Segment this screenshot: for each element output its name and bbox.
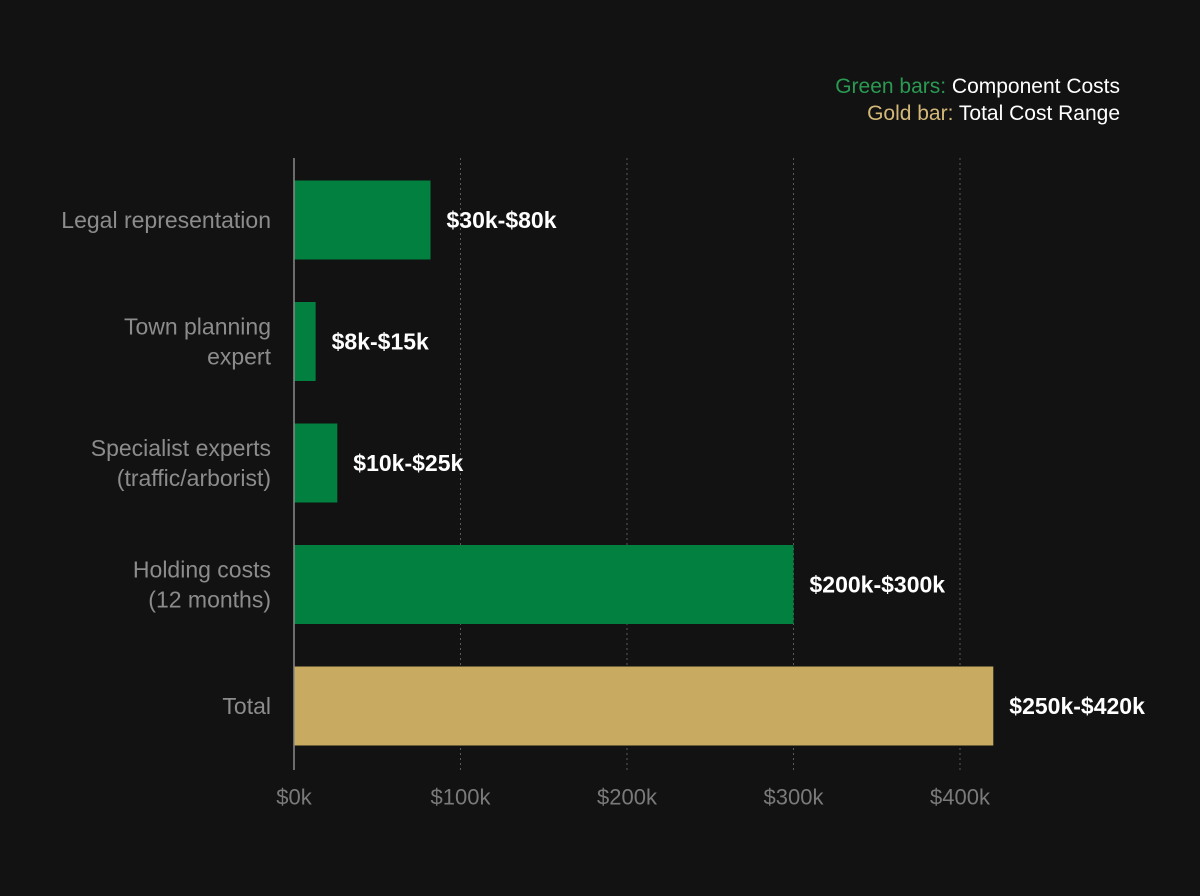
legend: Green bars: Component Costs Gold bar: To… bbox=[835, 73, 1120, 127]
legend-gold-key: Gold bar: bbox=[867, 102, 954, 125]
category-label-line: Town planning bbox=[124, 314, 271, 340]
component-bar bbox=[294, 423, 338, 503]
x-tick-label: $0k bbox=[276, 785, 312, 810]
category-label-line: (traffic/arborist) bbox=[117, 465, 271, 491]
value-label: $30k-$80k bbox=[447, 207, 557, 233]
category-label: Holding costs (12 months) bbox=[133, 557, 271, 613]
category-labels: Legal representation Town planning expert S… bbox=[61, 207, 271, 719]
value-labels: $30k-$80k $8k-$15k $10k-$25k $200k-$300k $25… bbox=[332, 207, 1145, 719]
category-label-line: (12 months) bbox=[148, 587, 271, 613]
value-label: $250k-$420k bbox=[1009, 693, 1145, 719]
category-label-line: Holding costs bbox=[133, 557, 271, 583]
component-bar bbox=[294, 302, 316, 381]
component-bar bbox=[294, 180, 431, 260]
legend-green-key: Green bars: bbox=[835, 75, 947, 98]
value-label: $200k-$300k bbox=[810, 572, 946, 598]
category-label-line: Total bbox=[222, 693, 271, 719]
x-tick-label: $100k bbox=[431, 785, 492, 810]
category-label-line: expert bbox=[207, 344, 272, 370]
value-label: $8k-$15k bbox=[332, 329, 429, 355]
category-label: Total bbox=[222, 693, 271, 719]
value-label: $10k-$25k bbox=[353, 450, 463, 476]
category-label: Specialist experts (traffic/arborist) bbox=[91, 435, 271, 491]
category-label: Town planning expert bbox=[124, 314, 272, 370]
x-tick-label: $200k bbox=[597, 785, 658, 810]
legend-item-gold: Gold bar: Total Cost Range bbox=[835, 100, 1120, 127]
component-bar bbox=[294, 545, 794, 624]
x-tick-label: $300k bbox=[764, 785, 825, 810]
category-label: Legal representation bbox=[61, 207, 271, 233]
x-tick-labels: $0k $100k $200k $300k $400k bbox=[276, 785, 991, 810]
total-bar bbox=[294, 666, 994, 746]
x-tick-label: $400k bbox=[930, 785, 991, 810]
legend-gold-text: Total Cost Range bbox=[953, 102, 1120, 125]
category-label-line: Specialist experts bbox=[91, 435, 271, 461]
legend-item-green: Green bars: Component Costs bbox=[835, 73, 1120, 100]
bars bbox=[294, 180, 994, 746]
legend-green-text: Component Costs bbox=[946, 75, 1120, 98]
category-label-line: Legal representation bbox=[61, 207, 271, 233]
